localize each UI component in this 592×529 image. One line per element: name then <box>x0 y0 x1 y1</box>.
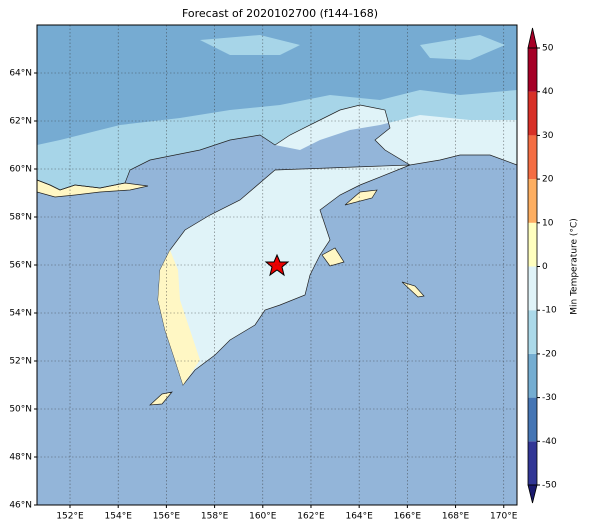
coastline <box>37 104 517 191</box>
location-star <box>264 253 290 277</box>
colorbar-bin <box>528 135 537 180</box>
colorbar-tick-label: 0 <box>542 262 548 272</box>
island <box>37 179 425 406</box>
colorbar-tick-label: 20 <box>542 175 554 185</box>
lat-tick-label: 64°N <box>9 69 32 79</box>
lon-tick-label: 154°E <box>105 512 133 522</box>
colorbar-tick-label: -40 <box>542 437 557 447</box>
cold-patch <box>200 35 505 60</box>
lon-tick-label: 168°E <box>442 512 470 522</box>
graticule <box>37 25 517 505</box>
lat-tick-label: 54°N <box>9 309 32 319</box>
map-title: Forecast of 2020102700 (f144-168) <box>182 7 378 20</box>
lon-tick-label: 170°E <box>490 512 518 522</box>
lat-tick-label: 58°N <box>9 213 32 223</box>
colorbar-tick-label: 10 <box>542 218 554 228</box>
lon-tick-label: 164°E <box>345 512 373 522</box>
lon-tick-label: 158°E <box>201 512 229 522</box>
colorbar-label: Min Temperature (°C) <box>570 218 580 315</box>
lat-tick-label: 46°N <box>9 501 32 511</box>
colorbar-tick-label: -50 <box>542 481 557 491</box>
warm-land <box>275 105 517 165</box>
colorbar-bin <box>528 310 537 354</box>
lat-tick-label: 62°N <box>9 117 32 127</box>
lon-tick-label: 166°E <box>394 512 422 522</box>
lat-tick-label: 56°N <box>9 261 32 271</box>
colorbar-bin <box>528 266 537 311</box>
colorbar-tick-label: 50 <box>542 44 554 54</box>
colorbar-tick-label: 40 <box>542 87 554 97</box>
lon-tick-label: 156°E <box>153 512 181 522</box>
colorbar-under <box>527 484 538 504</box>
colorbar-tick-label: -10 <box>542 306 557 316</box>
map-area <box>37 25 517 505</box>
lat-tick-label: 60°N <box>9 165 32 175</box>
colorbar-bin <box>528 48 537 92</box>
colorbar-tick-label: -20 <box>542 349 557 359</box>
colorbar-tick-label: 30 <box>542 131 554 141</box>
colorbar-over <box>527 27 538 49</box>
lat-tick-label: 52°N <box>9 357 32 367</box>
colorbar-bin <box>528 91 537 136</box>
colorbar-bin <box>528 222 537 267</box>
lat-tick-label: 48°N <box>9 453 32 463</box>
lon-tick-label: 152°E <box>56 512 84 522</box>
colorbar: -50 -40 -30 -20 -10 0 10 20 30 40 50 Min Temperatur… <box>527 27 580 504</box>
lon-tick-label: 162°E <box>297 512 325 522</box>
colorbar-bin <box>528 353 537 398</box>
cold-band <box>37 25 517 145</box>
colorbar-tick-label: -30 <box>542 393 557 403</box>
colorbar-bin <box>528 179 537 223</box>
colorbar-bin <box>528 441 537 485</box>
warm-coast <box>158 250 200 385</box>
lat-tick-label: 50°N <box>9 405 32 415</box>
lon-tick-label: 160°E <box>249 512 277 522</box>
colorbar-bin <box>528 397 537 442</box>
